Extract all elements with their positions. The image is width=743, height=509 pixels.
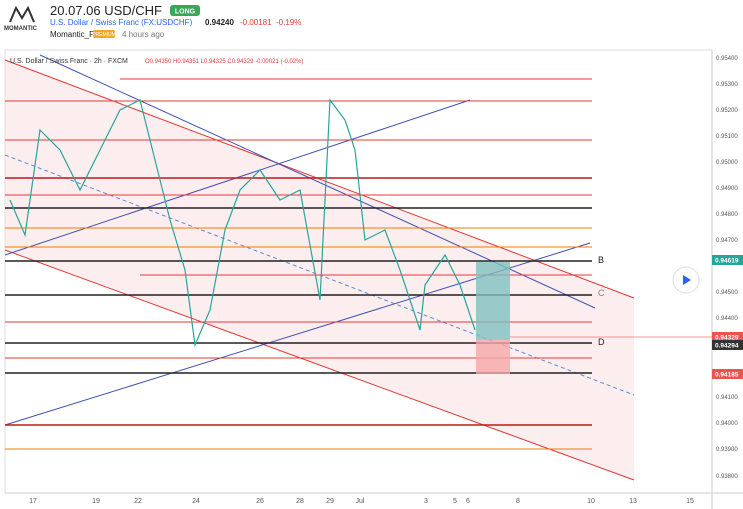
post-time: 4 hours ago [122,30,165,39]
time-tick-label: 17 [29,498,37,505]
price-tick-label: 0.94000 [716,421,738,427]
time-tick-label: 6 [466,498,470,505]
price-tick-label: 0.94500 [716,290,738,296]
price-tick-label: 0.94100 [716,395,738,401]
loss-zone [476,340,510,374]
time-tick-label: 26 [256,498,264,505]
price-tick-label: 0.95300 [716,82,738,88]
long-badge [170,5,200,16]
price-label: 0.94185 [715,372,739,379]
level-label: C [598,288,605,298]
profit-zone [476,262,510,340]
premium-badge-text: PREMIUM [92,32,116,38]
price-tick-label: 0.94700 [716,238,738,244]
price-path [9,98,476,348]
channel-bottom [4,249,635,481]
time-tick-label: 8 [516,498,520,505]
time-tick-label: 24 [192,498,200,505]
time-tick-label: 10 [587,498,595,505]
author[interactable]: Momantic_FX [50,30,100,39]
play-icon [683,275,691,285]
channel-top [4,59,635,299]
time-tick-label: 19 [92,498,100,505]
time-tick-label: 5 [453,498,457,505]
symbol-link[interactable]: U.S. Dollar / Swiss Franc (FX:USDCHF) [50,18,193,27]
time-tick-label: 28 [296,498,304,505]
price-label-bg [712,332,743,342]
long-badge-text: LONG [175,9,196,16]
logo-text: MOMANTIC [4,26,38,32]
plot-area [4,49,713,494]
time-tick-label: 22 [134,498,142,505]
price-tick-label: 0.94900 [716,186,738,192]
level-label: D [598,337,605,347]
price-change-pct: -0.19% [276,18,301,27]
price-tick-label: 0.95200 [716,108,738,114]
price-label-bg [712,340,743,350]
time-tick-label: 29 [326,498,334,505]
premium-badge [93,30,115,38]
logo-box [4,2,40,30]
levels [5,78,712,450]
price-tick-label: 0.93800 [716,474,738,480]
price-change: -0.00181 [240,18,272,27]
price-label-bg [712,369,743,379]
time-tick-label: 15 [686,498,694,505]
idea-title: 20.07.06 USD/CHF [50,3,162,18]
legend-ohlc: O0.94350 H0.94351 L0.94325 C0.94329 -0.0… [145,59,303,65]
time-tick-label: Jul [356,498,365,505]
price-tick-label: 0.94400 [716,316,738,322]
logo-icon [9,5,35,23]
price-tick-label: 0.95100 [716,134,738,140]
price-label: 0.94294 [715,343,739,350]
time-tick-label: 13 [629,498,637,505]
price-label-bg [712,255,743,265]
price-label: 0.94619 [715,258,739,265]
legend-instrument: U.S. Dollar / Swiss Franc · 2h · FXCM [10,58,128,65]
channel-fill [5,60,634,480]
price-tick-label: 0.95400 [716,56,738,62]
price-tick-label: 0.93900 [716,447,738,453]
price-label: 0.94329 [715,335,739,342]
price-tick-label: 0.94800 [716,212,738,218]
level-label: B [598,255,604,265]
last-price: 0.94240 [205,18,234,27]
time-tick-label: 3 [424,498,428,505]
price-tick-label: 0.95000 [716,160,738,166]
